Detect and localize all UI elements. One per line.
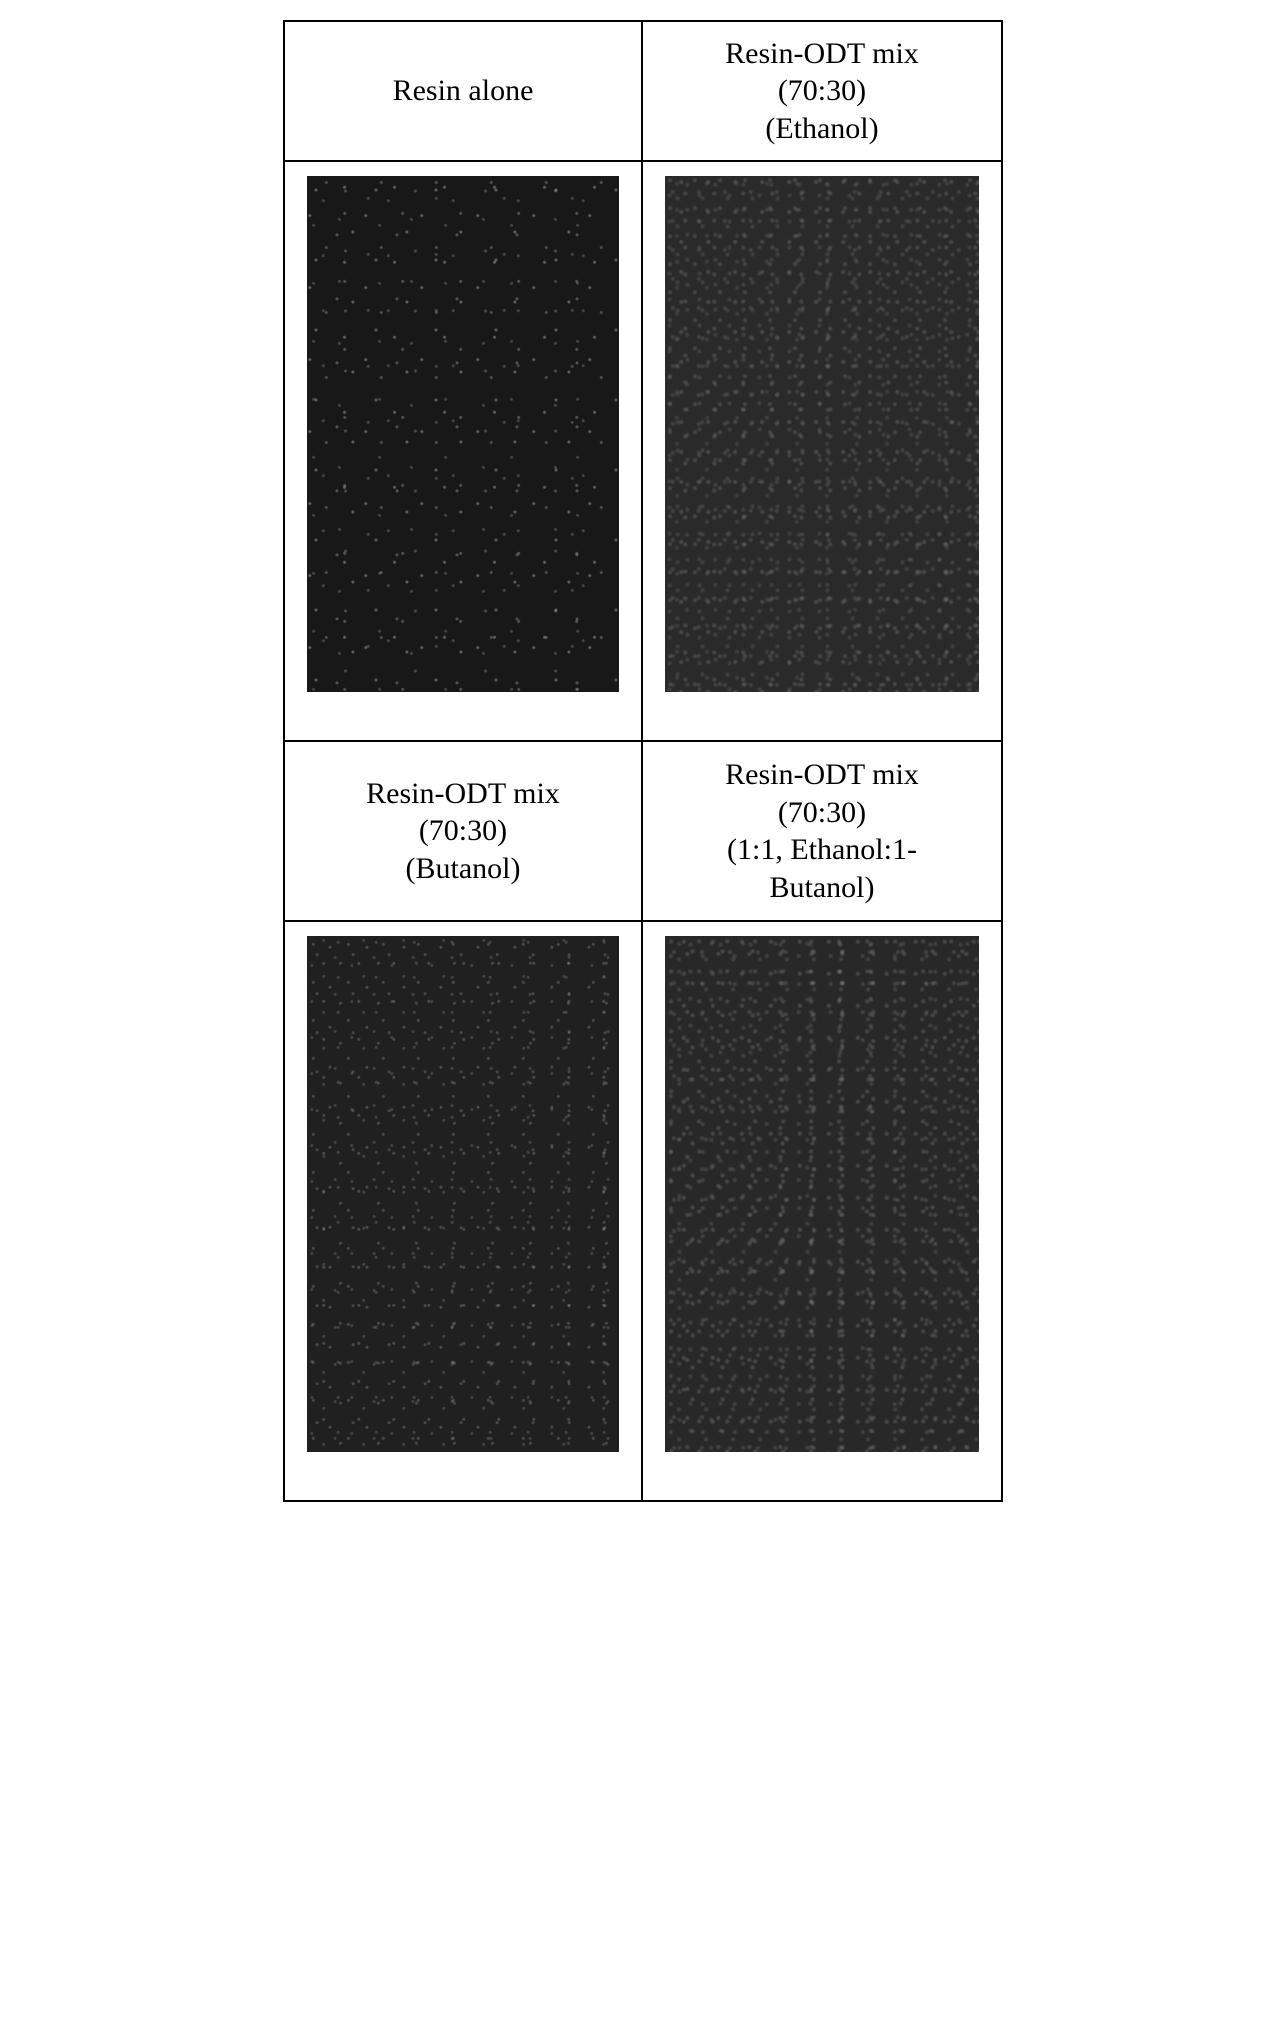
header-row-2: Resin-ODT mix (70:30) (Butanol) Resin-OD… (284, 741, 1002, 921)
label-line: Resin-ODT mix (643, 756, 1000, 794)
sample-image (665, 936, 978, 1452)
texture-swatch (307, 176, 620, 692)
header-cell-resin-alone: Resin alone (284, 21, 643, 161)
texture-swatch (665, 936, 978, 1452)
label-line: (Butanol) (285, 850, 642, 888)
header-cell-resin-odt-ethanol: Resin-ODT mix (70:30) (Ethanol) (642, 21, 1001, 161)
sample-image (307, 936, 620, 1452)
label-line: (70:30) (643, 72, 1000, 110)
sample-image (665, 176, 978, 692)
sample-figure-table: Resin alone Resin-ODT mix (70:30) (Ethan… (283, 20, 1003, 1502)
texture-swatch (307, 936, 620, 1452)
texture-swatch (665, 176, 978, 692)
label-line: (Ethanol) (643, 110, 1000, 148)
label-line: Resin-ODT mix (643, 35, 1000, 73)
image-cell-resin-odt-butanol (284, 921, 643, 1501)
label-line: Resin alone (285, 72, 642, 110)
header-cell-resin-odt-butanol: Resin-ODT mix (70:30) (Butanol) (284, 741, 643, 921)
header-cell-resin-odt-mix-solvent: Resin-ODT mix (70:30) (1:1, Ethanol:1- B… (642, 741, 1001, 921)
label-line: Butanol) (643, 869, 1000, 907)
image-row-2 (284, 921, 1002, 1501)
label-line: Resin-ODT mix (285, 775, 642, 813)
header-row-1: Resin alone Resin-ODT mix (70:30) (Ethan… (284, 21, 1002, 161)
sample-image (307, 176, 620, 692)
image-row-1 (284, 161, 1002, 741)
image-cell-resin-odt-mix-solvent (642, 921, 1001, 1501)
image-cell-resin-odt-ethanol (642, 161, 1001, 741)
label-line: (1:1, Ethanol:1- (643, 831, 1000, 869)
label-line: (70:30) (643, 794, 1000, 832)
label-line: (70:30) (285, 812, 642, 850)
image-cell-resin-alone (284, 161, 643, 741)
